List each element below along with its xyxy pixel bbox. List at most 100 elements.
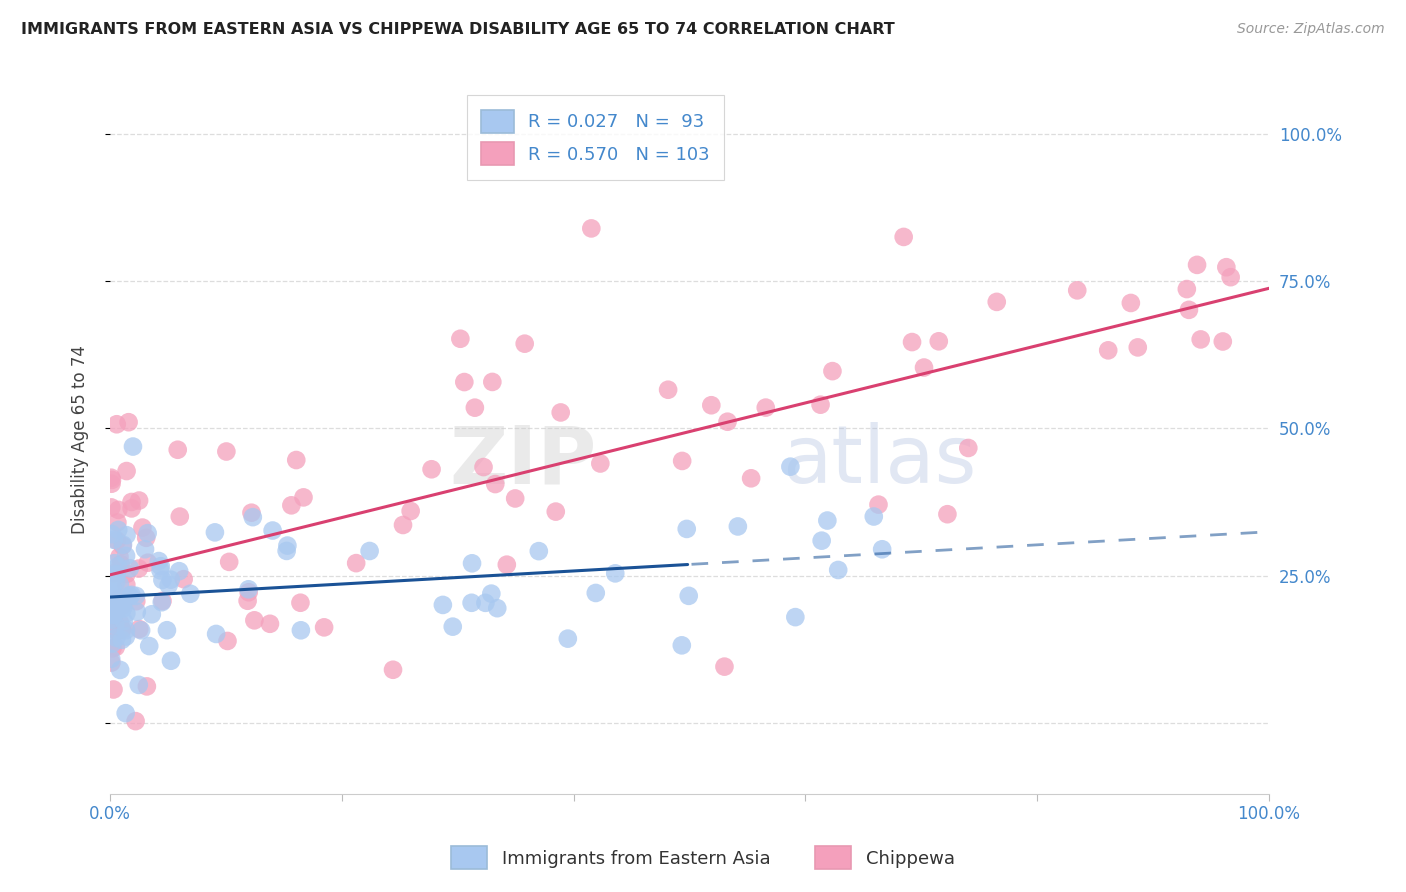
Point [486, 601, 509, 615]
Point [115, 549, 138, 563]
Point [125, 594, 148, 608]
Point [105, 566, 128, 581]
Point [713, 659, 735, 673]
Point [1126, 340, 1149, 354]
Point [557, 632, 579, 646]
Point [111, 538, 134, 552]
Point [276, 544, 298, 558]
Point [105, 624, 128, 638]
Point [101, 582, 124, 596]
Point [100, 584, 122, 599]
Point [128, 678, 150, 692]
Point [104, 640, 127, 654]
Point [1215, 260, 1237, 275]
Point [276, 539, 298, 553]
Point [118, 561, 141, 575]
Point [243, 613, 266, 627]
Point [481, 375, 503, 389]
Point [100, 500, 122, 515]
Point [1185, 258, 1208, 272]
Point [755, 401, 778, 415]
Point [217, 634, 239, 648]
Point [167, 564, 190, 578]
Point [101, 636, 124, 650]
Point [110, 600, 132, 615]
Point [986, 294, 1008, 309]
Point [810, 398, 832, 412]
Point [118, 589, 141, 603]
Point [285, 453, 308, 467]
Point [114, 706, 136, 721]
Point [122, 440, 145, 454]
Point [125, 589, 148, 603]
Point [112, 614, 135, 628]
Point [120, 590, 142, 604]
Point [238, 585, 260, 599]
Point [464, 401, 486, 415]
Point [259, 616, 281, 631]
Point [678, 589, 700, 603]
Point [128, 561, 150, 575]
Point [205, 627, 228, 641]
Point [461, 557, 484, 571]
Point [821, 364, 844, 378]
Point [169, 509, 191, 524]
Point [121, 501, 143, 516]
Point [544, 505, 567, 519]
Point [280, 499, 302, 513]
Point [1175, 282, 1198, 296]
Point [101, 591, 124, 606]
Point [104, 618, 127, 632]
Point [103, 607, 125, 622]
Point [128, 622, 150, 636]
Point [344, 556, 367, 570]
Point [108, 591, 131, 606]
Point [101, 527, 124, 541]
Point [657, 383, 679, 397]
Point [107, 523, 129, 537]
Point [420, 462, 443, 476]
Point [103, 623, 125, 637]
Point [105, 417, 128, 432]
Point [129, 624, 152, 638]
Point [121, 588, 143, 602]
Point [862, 509, 884, 524]
Point [314, 620, 336, 634]
Point [107, 503, 129, 517]
Point [125, 605, 148, 619]
Point [173, 572, 195, 586]
Point [105, 603, 128, 617]
Point [432, 598, 454, 612]
Point [148, 554, 170, 568]
Point [238, 582, 260, 597]
Point [1178, 302, 1201, 317]
Point [453, 375, 475, 389]
Point [103, 556, 125, 570]
Point [484, 477, 506, 491]
Point [136, 526, 159, 541]
Point [893, 230, 915, 244]
Point [101, 641, 124, 656]
Point [159, 573, 181, 587]
Point [105, 568, 128, 582]
Point [550, 405, 572, 419]
Point [103, 602, 125, 616]
Point [111, 539, 134, 553]
Point [100, 569, 122, 583]
Point [1097, 343, 1119, 358]
Text: Source: ZipAtlas.com: Source: ZipAtlas.com [1237, 22, 1385, 37]
Point [111, 602, 134, 616]
Point [124, 714, 146, 728]
Point [513, 336, 536, 351]
Text: IMMIGRANTS FROM EASTERN ASIA VS CHIPPEWA DISABILITY AGE 65 TO 74 CORRELATION CHA: IMMIGRANTS FROM EASTERN ASIA VS CHIPPEWA… [21, 22, 894, 37]
Point [160, 654, 183, 668]
Point [1119, 296, 1142, 310]
Point [399, 504, 422, 518]
Point [671, 638, 693, 652]
Point [605, 566, 627, 581]
Point [107, 559, 129, 574]
Point [912, 360, 935, 375]
Point [149, 559, 172, 574]
Point [103, 607, 125, 622]
Point [292, 491, 315, 505]
